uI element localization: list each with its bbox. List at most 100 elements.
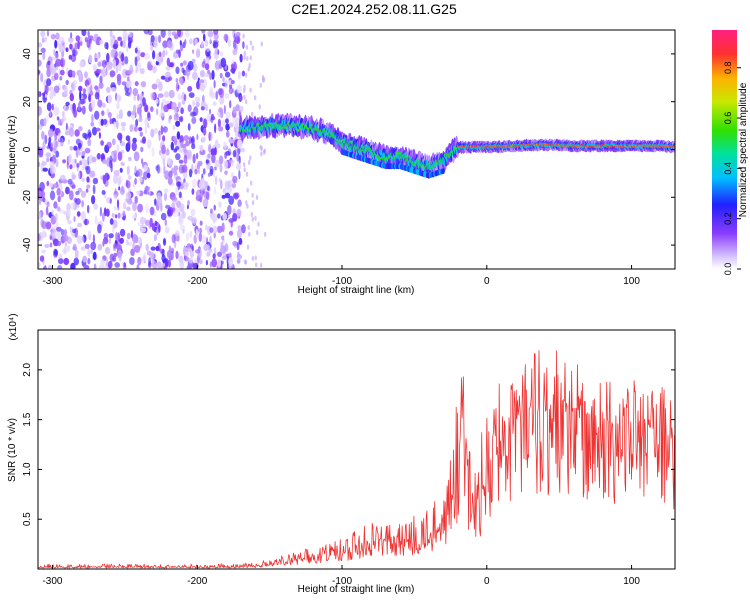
heatmap-cell <box>60 229 65 236</box>
heatmap-cell <box>96 53 100 60</box>
heatmap-cell <box>245 72 248 78</box>
heatmap-cell <box>49 190 56 201</box>
heatmap-cell <box>65 186 70 195</box>
heatmap-cell <box>40 218 44 228</box>
heatmap-cell <box>224 151 228 160</box>
heatmap-cell <box>229 159 235 164</box>
heatmap-cell <box>91 156 97 163</box>
heatmap-cell <box>236 242 240 251</box>
heatmap-cell <box>222 76 225 83</box>
heatmap-cell <box>146 250 152 256</box>
snr-y-tick-label: 2.0 <box>22 362 33 376</box>
heatmap-cell <box>201 61 206 68</box>
heatmap-cell <box>168 76 173 81</box>
heatmap-cell <box>97 69 102 74</box>
spectrogram-heatmap <box>38 30 675 269</box>
heatmap-cell <box>233 193 239 200</box>
heatmap-cell <box>230 79 235 85</box>
heatmap-cell <box>138 117 143 123</box>
heatmap-cell <box>183 154 188 165</box>
heatmap-cell <box>196 48 201 58</box>
heatmap-cell <box>143 164 148 172</box>
heatmap-cell <box>87 30 90 37</box>
heatmap-cell <box>208 131 211 142</box>
heatmap-cell <box>112 225 115 234</box>
heatmap-cell <box>199 70 205 78</box>
heatmap-cell <box>63 246 67 255</box>
snr-x-tick-label: -300 <box>42 576 62 587</box>
heatmap-cell <box>74 249 79 259</box>
heatmap-cell <box>152 50 156 60</box>
heatmap-cell <box>216 225 223 233</box>
heatmap-cell <box>118 62 122 72</box>
heatmap-cell <box>213 247 216 253</box>
heatmap-cell <box>40 72 44 83</box>
heatmap-cell <box>97 243 103 251</box>
heatmap-cell <box>49 110 52 117</box>
heatmap-cell <box>57 240 62 246</box>
heatmap-cell <box>202 94 205 103</box>
heatmap-cell <box>239 105 244 113</box>
heatmap-cell <box>189 230 193 239</box>
heatmap-cell <box>137 107 142 115</box>
heatmap-cell <box>44 264 47 269</box>
heatmap-cell <box>127 76 130 82</box>
heatmap-cell <box>115 231 118 242</box>
heatmap-cell <box>209 248 213 253</box>
heatmap-cell <box>112 43 119 50</box>
heatmap-cell <box>54 39 58 49</box>
heatmap-cell <box>40 30 46 38</box>
heatmap-cell <box>101 190 106 195</box>
heatmap-cell <box>175 146 180 151</box>
heatmap-cell <box>242 33 245 39</box>
heatmap-cell <box>114 262 120 268</box>
heatmap-cell <box>77 101 81 111</box>
heatmap-cell <box>82 255 87 263</box>
heatmap-cell <box>53 249 58 256</box>
heatmap-cell <box>154 220 158 227</box>
heatmap-cell <box>251 45 254 51</box>
heatmap-cell <box>238 169 241 180</box>
heatmap-cell <box>214 139 219 150</box>
heatmap-cell <box>246 244 250 250</box>
heatmap-cell <box>166 250 172 259</box>
heatmap-cell <box>173 200 176 206</box>
heatmap-cell <box>135 190 141 195</box>
heatmap-cell <box>109 198 112 204</box>
heatmap-cell <box>122 202 127 210</box>
heatmap-cell <box>41 131 45 140</box>
heatmap-cell <box>113 205 117 211</box>
heatmap-cell <box>107 94 113 104</box>
heatmap-cell <box>184 30 190 38</box>
heatmap-cell <box>54 52 59 59</box>
heatmap-cell <box>173 112 179 121</box>
heatmap-cell <box>121 125 126 132</box>
heatmap-cell <box>100 258 105 266</box>
spectrogram-y-tick-label: 40 <box>22 48 33 60</box>
heatmap-cell <box>173 165 179 171</box>
heatmap-cell <box>228 139 235 144</box>
heatmap-cell <box>119 228 126 237</box>
heatmap-cell <box>151 222 155 231</box>
heatmap-cell <box>60 209 65 214</box>
heatmap-cell <box>198 179 205 190</box>
heatmap-cell <box>232 106 237 115</box>
heatmap-cell <box>55 226 62 232</box>
heatmap-cell <box>121 81 127 86</box>
snr-frame <box>37 329 676 570</box>
heatmap-cell <box>116 244 122 251</box>
heatmap-cell <box>88 54 93 64</box>
heatmap-cell <box>89 170 96 178</box>
heatmap-cell <box>220 179 223 190</box>
heatmap-cell <box>118 186 121 191</box>
heatmap-cell <box>248 62 251 68</box>
heatmap-cell <box>219 95 225 105</box>
heatmap-cell <box>76 235 83 244</box>
heatmap-cell <box>38 70 41 75</box>
heatmap-cell <box>147 64 154 71</box>
heatmap-cell <box>75 148 79 158</box>
heatmap-cell <box>59 76 63 81</box>
heatmap-cell <box>251 200 255 206</box>
heatmap-cell <box>66 202 71 212</box>
heatmap-cell <box>119 237 124 244</box>
